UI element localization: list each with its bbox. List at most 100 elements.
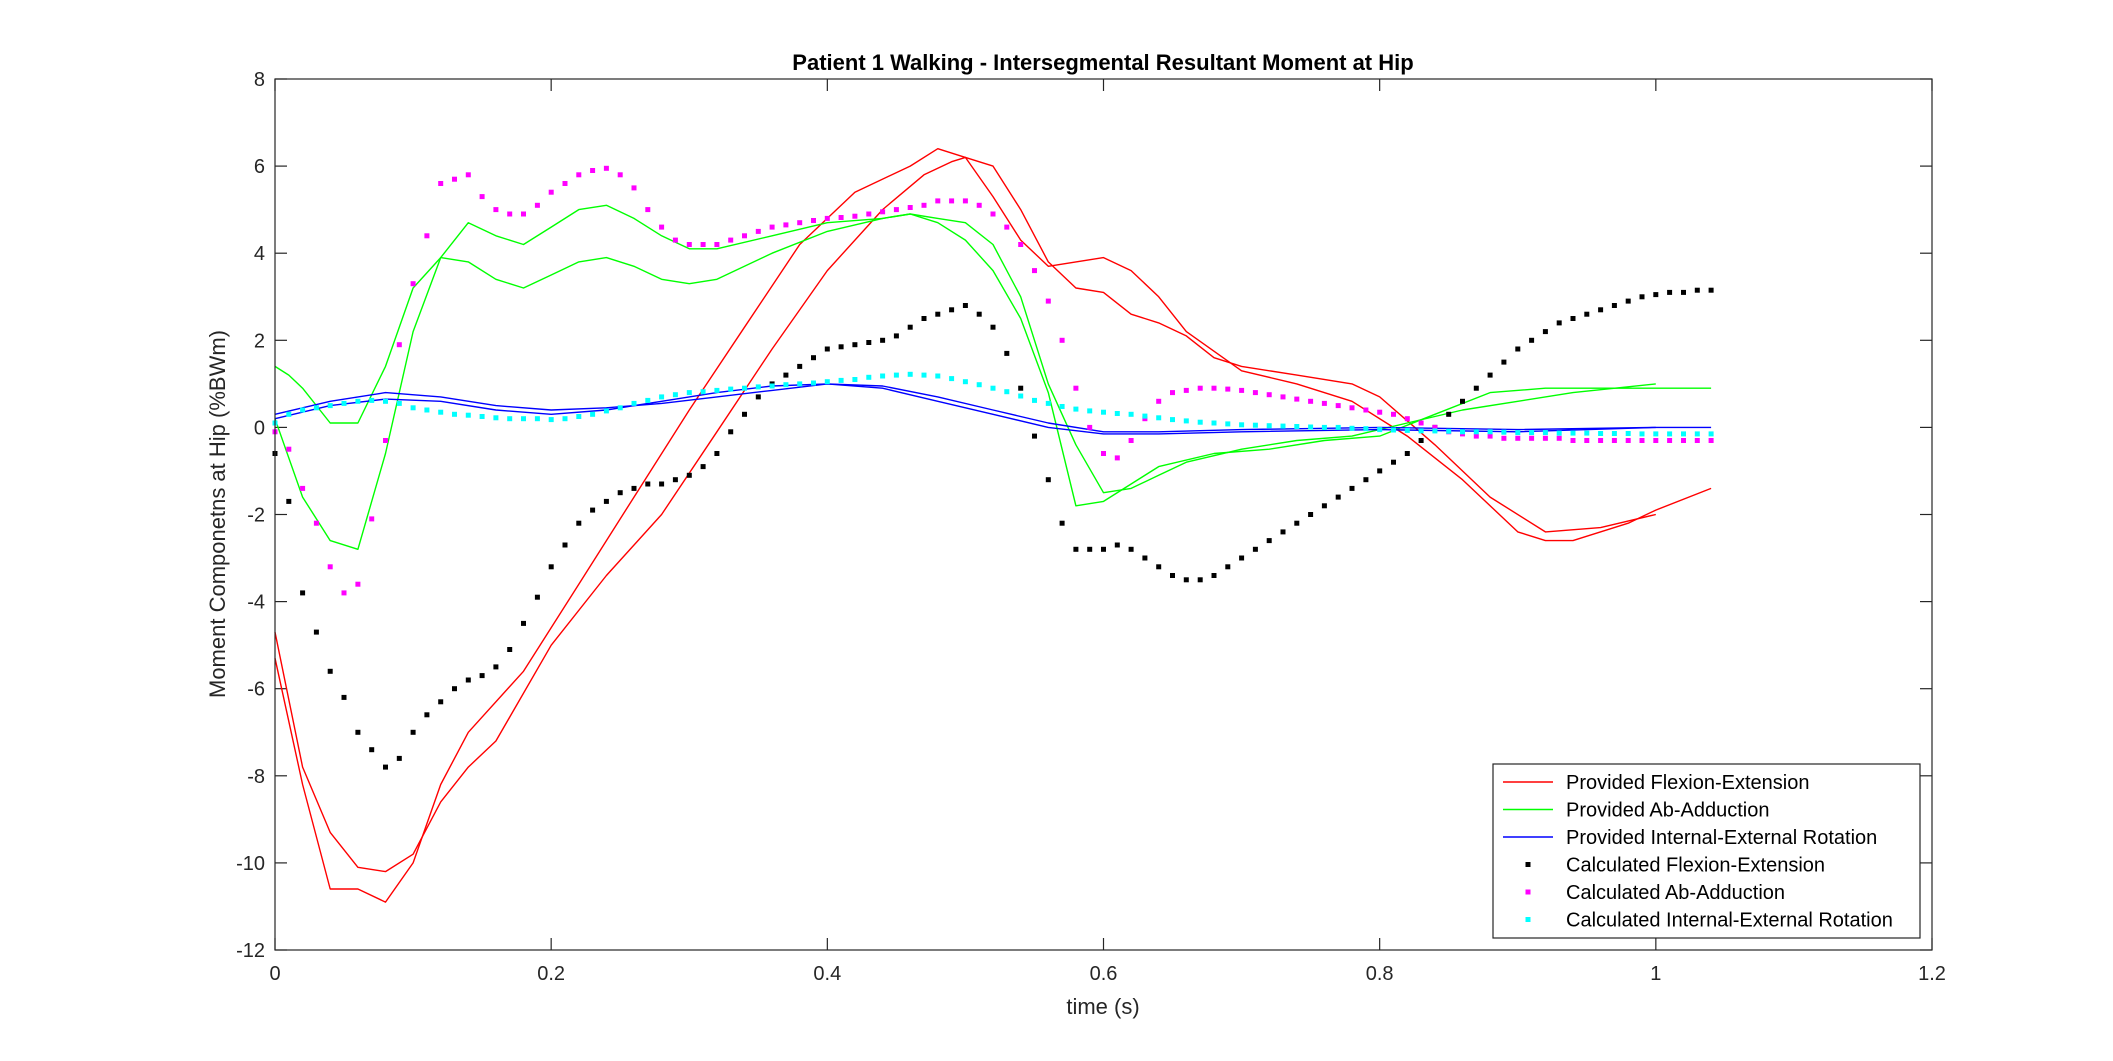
data-point <box>313 520 319 526</box>
data-point <box>1681 431 1686 437</box>
data-point <box>1639 431 1645 437</box>
data-point <box>811 218 816 223</box>
data-point <box>1101 409 1106 415</box>
data-point <box>1018 393 1024 399</box>
data-point <box>935 198 941 204</box>
legend-label: Calculated Flexion-Extension <box>1566 855 1825 877</box>
data-point <box>300 407 306 413</box>
data-point <box>1225 564 1231 570</box>
data-point <box>493 664 499 670</box>
data-point <box>893 333 899 339</box>
data-point <box>728 237 734 243</box>
data-point <box>755 394 761 400</box>
data-point <box>1280 423 1286 429</box>
data-point <box>907 371 913 377</box>
data-point <box>659 394 665 400</box>
data-point <box>438 181 444 186</box>
data-point <box>1681 289 1686 295</box>
data-point <box>1487 429 1493 435</box>
data-point <box>617 490 623 496</box>
data-point <box>728 429 734 435</box>
data-point <box>962 303 968 308</box>
data-point <box>1570 316 1576 321</box>
data-point <box>1391 411 1396 417</box>
data-point <box>327 564 333 570</box>
data-point <box>313 405 319 411</box>
series-0 <box>274 147 1712 903</box>
data-point <box>562 181 568 186</box>
data-point <box>962 379 968 385</box>
data-point <box>1294 396 1300 402</box>
data-point <box>1156 564 1162 570</box>
data-point <box>672 237 678 243</box>
plot-frame <box>274 78 1933 951</box>
data-point <box>1156 398 1162 404</box>
data-point <box>1142 416 1148 422</box>
data-point <box>1114 411 1120 416</box>
data-point <box>1653 292 1659 298</box>
data-point <box>286 498 292 504</box>
data-point <box>1170 573 1175 578</box>
data-point <box>452 686 457 692</box>
data-point <box>410 729 416 735</box>
data-point <box>645 481 651 487</box>
data-point <box>880 373 886 379</box>
data-point <box>590 411 596 417</box>
series-line <box>274 213 1712 507</box>
data-point <box>355 398 361 404</box>
data-point <box>976 202 982 208</box>
data-point <box>1667 289 1673 295</box>
data-point <box>1460 429 1465 435</box>
y-tick-label: -12 <box>236 940 265 962</box>
data-point <box>976 311 982 317</box>
data-point <box>686 242 692 247</box>
data-point <box>990 324 996 330</box>
x-axis-label: time (s) <box>1066 994 1139 1019</box>
data-point <box>493 415 499 421</box>
data-point <box>355 729 361 735</box>
data-point <box>1032 433 1037 439</box>
data-point <box>1018 385 1024 391</box>
data-point <box>1377 468 1383 474</box>
data-point <box>1032 397 1037 403</box>
data-point <box>590 507 596 513</box>
data-point <box>1142 413 1148 419</box>
data-point <box>1211 385 1217 391</box>
data-point <box>714 451 720 456</box>
y-tick-label: 0 <box>254 417 265 439</box>
data-point <box>1611 431 1617 436</box>
data-point <box>1294 424 1300 429</box>
data-point <box>1308 398 1314 404</box>
data-point <box>1101 546 1106 552</box>
data-point <box>1529 430 1535 436</box>
data-point <box>396 342 402 348</box>
data-point <box>1321 424 1327 430</box>
y-tick-label: -10 <box>236 853 265 875</box>
data-point <box>1391 459 1396 465</box>
data-point <box>1197 577 1203 583</box>
data-point <box>396 400 402 406</box>
data-point <box>1681 438 1686 443</box>
data-point <box>990 211 996 217</box>
data-point <box>949 376 955 382</box>
data-point <box>700 389 706 395</box>
legend-label: Calculated Ab-Adduction <box>1566 882 1785 904</box>
data-point <box>1059 520 1065 526</box>
y-tick-label: -8 <box>247 766 265 788</box>
data-point <box>521 620 526 626</box>
data-point <box>590 168 596 173</box>
data-point <box>893 207 899 213</box>
data-point <box>1542 435 1548 441</box>
legend-box <box>1492 763 1921 939</box>
data-point <box>1653 438 1659 443</box>
data-point <box>1542 430 1548 436</box>
data-point <box>548 189 554 195</box>
data-point <box>1349 405 1355 411</box>
data-point <box>1570 438 1576 443</box>
data-point <box>769 224 775 230</box>
data-point <box>465 677 471 683</box>
data-point <box>645 207 651 213</box>
data-point <box>1377 427 1383 433</box>
data-point <box>1694 431 1700 437</box>
